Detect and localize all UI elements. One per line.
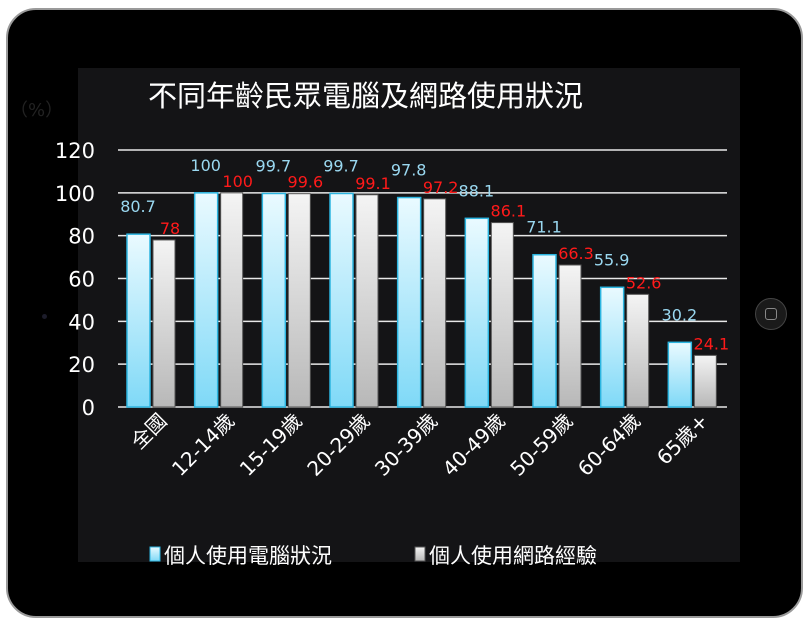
- bar-internet: [490, 222, 514, 408]
- bar-internet: [626, 293, 650, 408]
- bar-computer: [193, 192, 219, 408]
- x-tick-label: 全國: [126, 409, 171, 454]
- data-label-computer: 80.7: [120, 197, 156, 216]
- x-tick-label: 20-29歲: [302, 409, 374, 481]
- bar-computer: [667, 341, 693, 408]
- bar-internet: [558, 264, 582, 408]
- home-button[interactable]: [755, 298, 787, 330]
- bar-computer: [261, 192, 287, 408]
- data-label-internet: 86.1: [491, 202, 527, 221]
- data-label-computer: 55.9: [594, 250, 630, 269]
- bar-internet: [287, 193, 311, 408]
- home-button-icon: [765, 308, 777, 320]
- bar-internet: [693, 354, 717, 408]
- data-label-internet: 99.6: [288, 173, 324, 192]
- data-label-computer: 71.1: [526, 218, 562, 237]
- x-tick-label: 50-59歲: [505, 409, 577, 481]
- bar-computer: [126, 233, 151, 408]
- y-tick-label: 100: [55, 182, 95, 206]
- x-tick-label: 65歲+: [652, 409, 713, 470]
- bar-computer: [532, 253, 557, 408]
- data-label-computer: 99.7: [323, 156, 359, 175]
- bar-internet: [423, 198, 447, 408]
- bar-internet: [152, 239, 176, 408]
- bar-computer: [396, 196, 422, 408]
- y-tick-label: 80: [68, 225, 95, 249]
- y-tick-label: 40: [68, 310, 95, 334]
- x-tick-label: 60-64歲: [573, 409, 645, 481]
- legend-swatch: [149, 546, 161, 562]
- bar-internet: [355, 194, 379, 408]
- camera-icon: [42, 314, 47, 319]
- data-label-computer: 30.2: [662, 305, 698, 324]
- x-tick-label: 12-14歲: [167, 409, 239, 481]
- x-tick-label: 40-49歲: [438, 409, 510, 481]
- bar-computer: [599, 286, 625, 408]
- data-label-internet: 100: [222, 172, 253, 191]
- legend-label: 個人使用電腦狀況: [164, 544, 332, 568]
- y-tick-label: 120: [55, 139, 95, 163]
- x-tick-label: 30-39歲: [370, 409, 442, 481]
- y-tick-label: 60: [68, 268, 95, 292]
- data-label-internet: 97.2: [423, 178, 459, 197]
- legend-swatch: [414, 546, 426, 562]
- bar-internet: [220, 192, 244, 408]
- bar-computer: [329, 192, 354, 408]
- data-label-computer: 99.7: [256, 156, 292, 175]
- data-label-computer: 97.8: [391, 161, 427, 180]
- data-label-internet: 24.1: [694, 334, 730, 353]
- data-label-computer: 88.1: [459, 181, 495, 200]
- legend-label: 個人使用網路經驗: [429, 544, 597, 568]
- data-label-internet: 66.3: [558, 244, 594, 263]
- y-axis-label: （%）: [10, 100, 63, 121]
- data-label-computer: 100: [190, 156, 221, 175]
- data-label-internet: 99.1: [355, 174, 391, 193]
- chart-title: 不同年齡民眾電腦及網路使用狀況: [148, 79, 583, 113]
- data-label-internet: 52.6: [626, 273, 662, 292]
- y-tick-label: 0: [82, 396, 95, 420]
- data-label-internet: 78: [160, 219, 180, 238]
- y-tick-label: 20: [68, 353, 95, 377]
- bar-computer: [464, 217, 490, 408]
- x-tick-label: 15-19歲: [235, 409, 307, 481]
